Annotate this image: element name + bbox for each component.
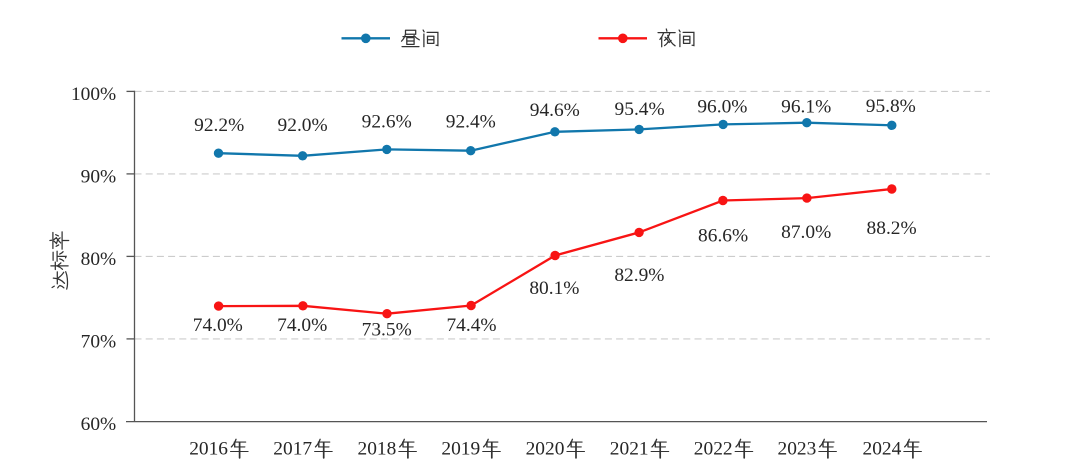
svg-text:2019: 2019	[441, 439, 480, 460]
svg-text:87.0%: 87.0%	[781, 222, 831, 243]
svg-text:92.4%: 92.4%	[446, 112, 496, 133]
svg-text:74.0%: 74.0%	[277, 315, 327, 336]
svg-text:2022: 2022	[694, 439, 733, 460]
svg-text:96.0%: 96.0%	[697, 97, 747, 118]
svg-text:95.8%: 95.8%	[866, 96, 916, 117]
svg-text:95.4%: 95.4%	[615, 99, 665, 120]
svg-text:2024: 2024	[863, 439, 902, 460]
svg-text:94.6%: 94.6%	[530, 100, 580, 121]
svg-text:74.4%: 74.4%	[446, 315, 496, 336]
svg-text:74.0%: 74.0%	[193, 315, 243, 336]
svg-text:60%: 60%	[81, 414, 117, 435]
svg-text:80%: 80%	[81, 249, 117, 270]
svg-text:82.9%: 82.9%	[614, 265, 664, 286]
svg-text:2023: 2023	[778, 439, 817, 460]
svg-text:70%: 70%	[81, 332, 117, 353]
svg-text:92.2%: 92.2%	[194, 115, 244, 136]
svg-text:2021: 2021	[610, 439, 649, 460]
svg-text:80.1%: 80.1%	[529, 278, 579, 299]
svg-text:96.1%: 96.1%	[781, 97, 831, 118]
svg-text:90%: 90%	[81, 167, 117, 188]
svg-text:2018: 2018	[358, 439, 397, 460]
svg-text:86.6%: 86.6%	[698, 225, 748, 246]
svg-text:92.0%: 92.0%	[278, 115, 328, 136]
svg-text:2020: 2020	[526, 439, 565, 460]
svg-text:2016: 2016	[189, 439, 228, 460]
svg-text:88.2%: 88.2%	[867, 218, 917, 239]
svg-text:92.6%: 92.6%	[362, 112, 412, 133]
svg-text:2017: 2017	[273, 439, 312, 460]
svg-text:100%: 100%	[71, 84, 116, 105]
svg-text:73.5%: 73.5%	[362, 320, 412, 341]
